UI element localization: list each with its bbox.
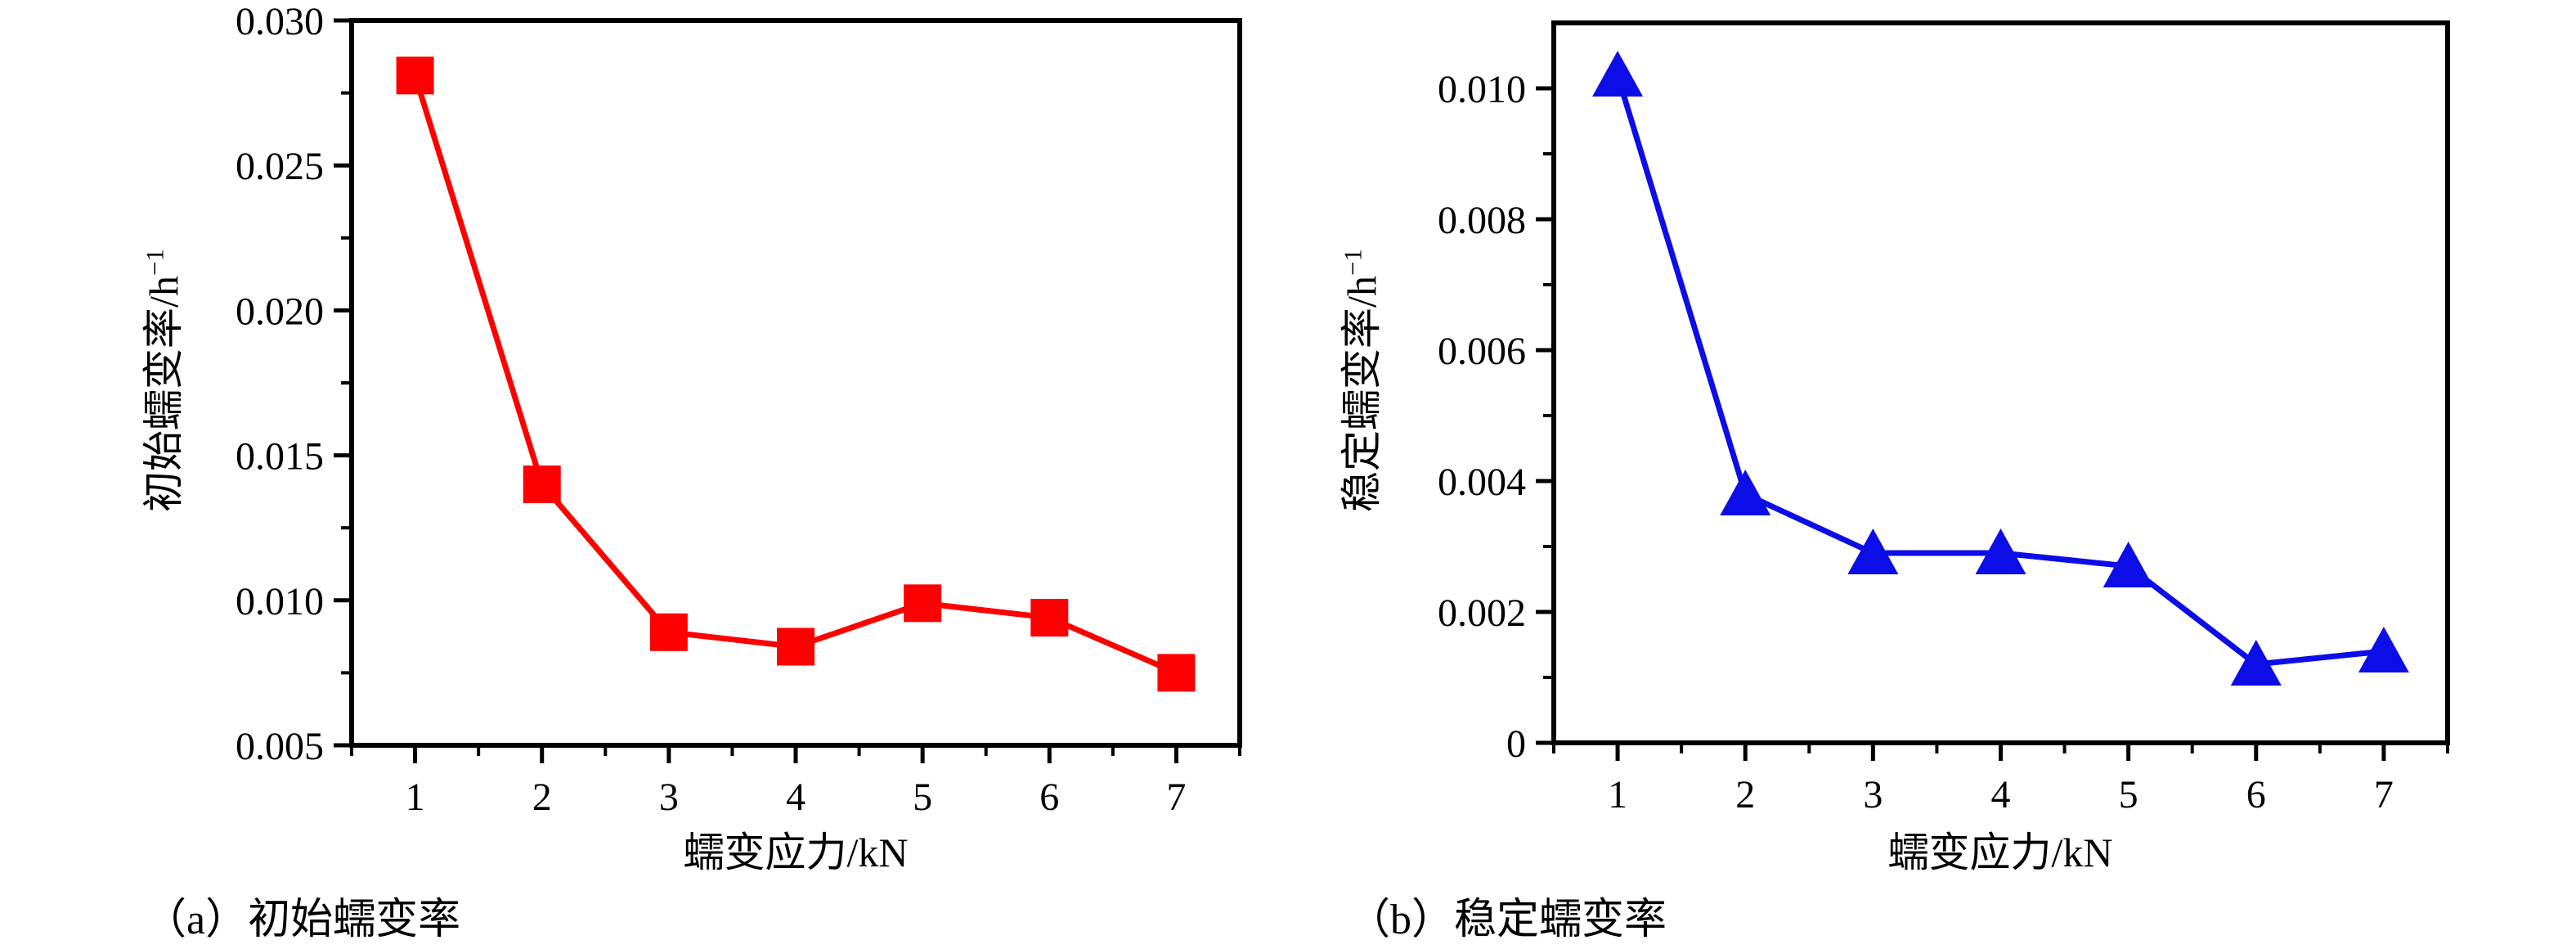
x-tick-label: 4 <box>786 776 806 819</box>
y-tick-label: 0.004 <box>1438 461 1526 504</box>
y-tick-label: 0.008 <box>1438 199 1526 242</box>
y-tick-label: 0.025 <box>236 145 324 188</box>
x-tick-label: 1 <box>406 776 425 819</box>
data-point-marker <box>904 584 942 623</box>
x-tick-label: 7 <box>2374 773 2394 816</box>
x-tick-label: 5 <box>913 776 932 819</box>
chart-b-y-axis-title: 稳定蠕变率/h−1 <box>1338 249 1385 512</box>
x-tick-label: 4 <box>1991 773 2011 816</box>
x-tick-label: 7 <box>1166 776 1186 819</box>
data-point-marker <box>396 56 434 95</box>
y-tick-label: 0.020 <box>236 290 324 333</box>
plot-border-b <box>1551 20 2450 745</box>
data-point-marker <box>1847 528 1899 574</box>
y-tick-label: 0.010 <box>236 580 324 623</box>
y-tick-label: 0.006 <box>1438 330 1526 373</box>
data-point-marker <box>2230 640 2282 686</box>
data-point-marker <box>649 613 688 651</box>
y-tick-label: 0.015 <box>236 435 324 479</box>
chart-b-x-axis-title: 蠕变应力/kN <box>1887 829 2113 875</box>
x-tick-label: 3 <box>659 776 679 819</box>
x-tick-label: 6 <box>2246 773 2266 816</box>
y-tick-label: 0.010 <box>1438 68 1526 111</box>
x-tick-label: 6 <box>1039 776 1059 819</box>
x-tick-label: 1 <box>1608 773 1627 816</box>
series-line-a <box>412 74 1178 676</box>
x-tick-label: 2 <box>1735 773 1755 816</box>
y-tick-label: 0.002 <box>1438 591 1526 635</box>
data-point-marker <box>2358 627 2409 672</box>
x-tick-label: 5 <box>2119 773 2138 816</box>
x-tick-label: 2 <box>532 776 552 819</box>
chart-b-caption: （b）稳定蠕变率 <box>1348 897 1667 943</box>
data-point-marker <box>1975 528 2026 574</box>
data-point-marker <box>777 627 815 666</box>
data-point-marker <box>523 466 561 504</box>
y-tick-label: 0.030 <box>236 0 324 43</box>
plot-border-a <box>349 18 1242 748</box>
data-point-marker <box>1030 599 1069 637</box>
data-point-marker <box>1592 51 1644 97</box>
data-point-marker <box>2103 542 2154 587</box>
data-point-marker <box>1157 654 1196 692</box>
chart-a-x-axis-title: 蠕变应力/kN <box>683 829 909 875</box>
y-tick-label: 0.005 <box>236 725 324 768</box>
x-tick-label: 3 <box>1863 773 1883 816</box>
chart-a-caption: （a）初始蠕变率 <box>144 897 461 943</box>
data-point-marker <box>1720 470 1771 515</box>
chart-a-y-axis-title: 初始蠕变率/h−1 <box>140 249 187 512</box>
y-tick-label: 0 <box>1506 722 1526 766</box>
series-line-b <box>1614 74 2385 668</box>
